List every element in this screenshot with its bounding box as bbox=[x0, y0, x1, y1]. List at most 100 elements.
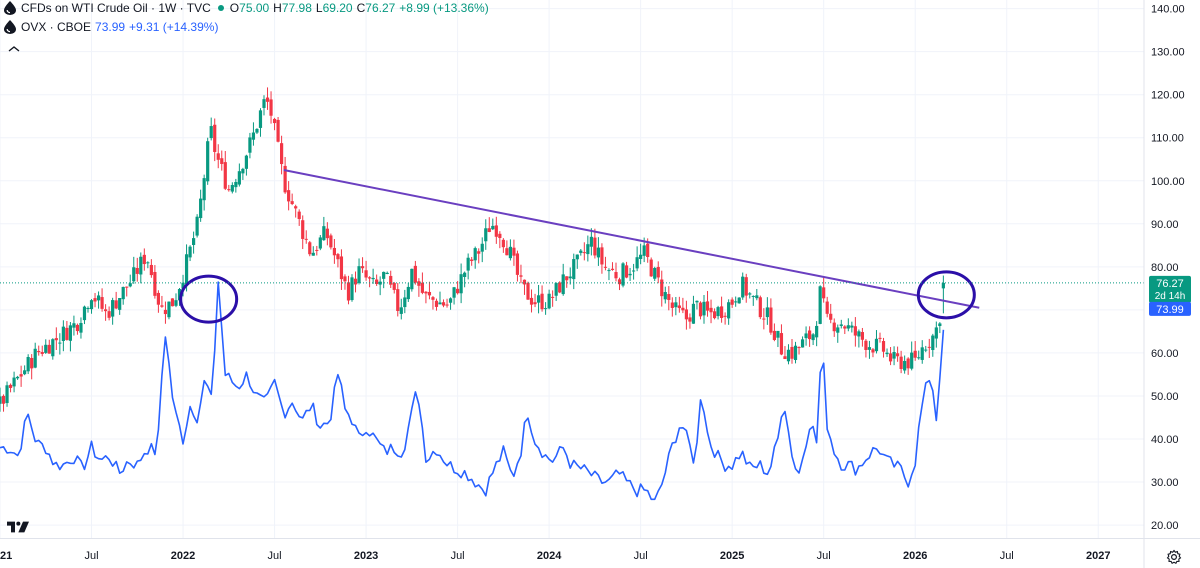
candle-body bbox=[142, 254, 146, 265]
candle-body bbox=[586, 244, 590, 255]
candle-body bbox=[558, 282, 562, 293]
ovx-line bbox=[0, 281, 945, 501]
candle-body bbox=[311, 252, 315, 256]
y-tick-label: 30.00 bbox=[1151, 477, 1179, 489]
candle-body bbox=[705, 301, 710, 311]
drawings[interactable] bbox=[0, 169, 1144, 324]
low-label: L bbox=[315, 1, 323, 15]
candle-body bbox=[58, 342, 62, 344]
candle-body bbox=[568, 276, 572, 279]
candle-body bbox=[660, 279, 664, 297]
candle-body bbox=[800, 339, 805, 348]
candle-body bbox=[811, 334, 815, 341]
collapse-legend-icon[interactable] bbox=[6, 44, 22, 54]
candle-body bbox=[931, 335, 935, 351]
candle-body bbox=[89, 300, 94, 310]
candle-body bbox=[899, 356, 903, 369]
candle-body bbox=[280, 143, 284, 165]
candle-body bbox=[192, 238, 196, 245]
candle-body bbox=[294, 206, 298, 209]
candle-body bbox=[227, 189, 231, 191]
highlight-circle[interactable] bbox=[916, 270, 976, 320]
x-tick-label: Jul bbox=[634, 550, 648, 562]
candle-body bbox=[653, 267, 657, 279]
time-axis[interactable]: 2021 Jul 2022 Jul 2023 Jul 2024 Jul 2025 Jul 2026 J… bbox=[0, 538, 1200, 563]
candle-body bbox=[748, 293, 752, 295]
candle-body bbox=[684, 309, 688, 320]
y-tick-label: 110.00 bbox=[1151, 133, 1184, 145]
candle-body bbox=[466, 257, 470, 271]
candle-body bbox=[1, 395, 6, 404]
candle-body bbox=[353, 278, 358, 285]
candle-body bbox=[364, 270, 368, 278]
candle-body bbox=[51, 339, 55, 357]
candle-body bbox=[325, 228, 329, 239]
candle-body bbox=[125, 286, 129, 288]
candle-body bbox=[441, 302, 446, 306]
candle-body bbox=[251, 132, 256, 140]
candle-body bbox=[860, 332, 864, 340]
wti-legend[interactable]: CFDs on WTI Crude Oil · 1W · TVC O 75.00 … bbox=[4, 1, 489, 15]
candle-body bbox=[846, 325, 850, 329]
candle-body bbox=[427, 291, 432, 296]
candle-body bbox=[160, 305, 164, 307]
candle-body bbox=[786, 349, 791, 362]
candle-body bbox=[526, 282, 530, 300]
y-tick-label: 40.00 bbox=[1151, 434, 1179, 446]
candle-body bbox=[603, 266, 608, 268]
candle-body bbox=[199, 198, 203, 219]
candle-body bbox=[392, 283, 396, 290]
y-tick-label: 140.00 bbox=[1151, 4, 1185, 16]
ovx-series bbox=[0, 281, 945, 501]
candle-body bbox=[297, 211, 301, 220]
candle-body bbox=[691, 303, 696, 324]
candle-body bbox=[156, 292, 160, 305]
candle-body bbox=[881, 341, 886, 352]
candle-body bbox=[596, 247, 600, 258]
candle-body bbox=[424, 291, 428, 294]
candle-body bbox=[934, 327, 938, 339]
candle-body bbox=[614, 272, 618, 279]
oil-drop-icon bbox=[4, 1, 16, 15]
candle-body bbox=[82, 306, 87, 321]
candle-body bbox=[132, 267, 136, 282]
y-tick-label: 80.00 bbox=[1151, 262, 1179, 274]
candle-body bbox=[128, 283, 132, 287]
y-tick-label: 120.00 bbox=[1151, 90, 1185, 102]
candle-body bbox=[681, 307, 685, 311]
candle-body bbox=[255, 128, 259, 133]
candle-body bbox=[269, 99, 273, 116]
candle-body bbox=[96, 295, 101, 301]
gear-icon[interactable] bbox=[1166, 549, 1182, 565]
candle-body bbox=[434, 300, 439, 307]
trendline[interactable] bbox=[283, 169, 980, 309]
candle-body bbox=[0, 396, 2, 404]
x-tick-label: 2027 bbox=[1086, 550, 1110, 562]
candle-body bbox=[5, 385, 9, 404]
x-tick-label: 2023 bbox=[354, 550, 378, 562]
candle-body bbox=[607, 270, 611, 272]
candle-body bbox=[494, 225, 498, 237]
wti-title: CFDs on WTI Crude Oil · 1W · TVC bbox=[21, 1, 211, 15]
candle-body bbox=[104, 309, 108, 312]
candle-body bbox=[47, 344, 51, 354]
highlight-circle[interactable] bbox=[179, 274, 239, 324]
candle-body bbox=[248, 137, 252, 153]
y-tick-label: 100.00 bbox=[1151, 176, 1185, 188]
candle-body bbox=[892, 352, 896, 359]
candle-body bbox=[484, 228, 488, 242]
candle-body bbox=[448, 298, 453, 303]
open-label: O bbox=[229, 1, 240, 15]
candle-body bbox=[389, 275, 393, 285]
high-label: H bbox=[273, 1, 282, 15]
tradingview-logo[interactable] bbox=[7, 520, 31, 534]
candle-body bbox=[716, 307, 720, 317]
candle-body bbox=[403, 297, 407, 308]
candle-body bbox=[195, 216, 199, 236]
ovx-legend[interactable]: OVX · CBOE 73.99 +9.31 (+14.39%) bbox=[4, 20, 218, 34]
x-tick-label: Jul bbox=[451, 550, 465, 562]
y-tick-label: 90.00 bbox=[1151, 219, 1179, 231]
candle-body bbox=[544, 308, 548, 310]
